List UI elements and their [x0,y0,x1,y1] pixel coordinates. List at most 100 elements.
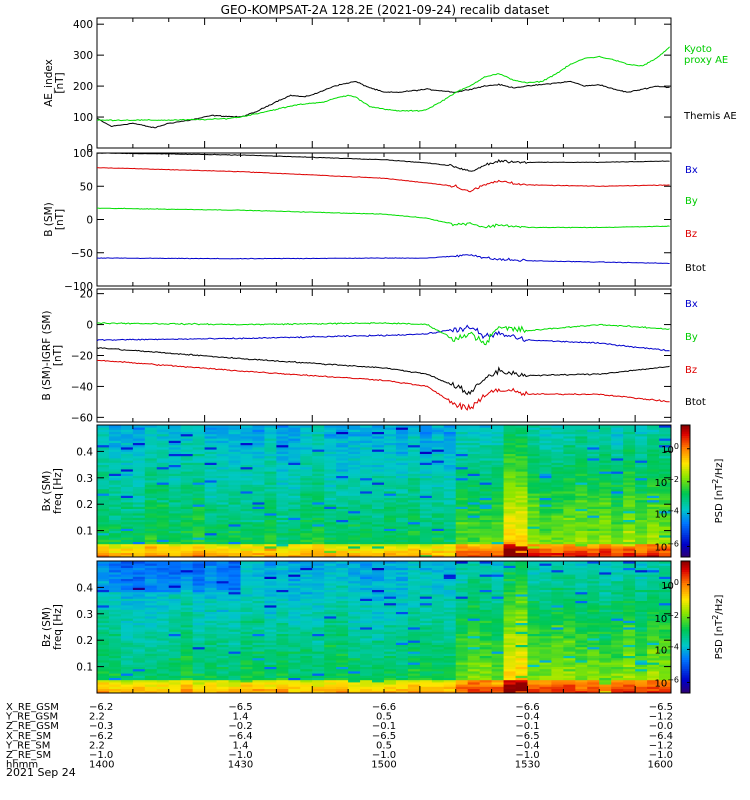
spectrogram-cell [575,508,588,512]
spectrogram-cell [384,651,397,654]
spectrogram-cell [324,488,337,492]
spectrogram-cell [180,585,194,588]
spectrogram-cell [252,486,265,490]
spectrogram-cell [635,526,648,529]
spectrogram-cell [180,673,194,676]
spectrogram-cell [336,458,349,461]
spectrogram-cell [407,515,421,518]
spectrogram-cell [204,506,217,509]
spectrogram-cell [180,620,194,623]
spectrogram-cell [575,488,588,492]
spectrogram-cell [551,510,564,514]
spectrogram-cell [443,510,457,514]
spectrogram-cell [252,578,265,582]
spectrogram-cell [360,546,373,549]
spectrogram-cell [288,510,301,514]
spectrogram-cell [395,425,409,428]
spectrogram-cell [180,433,194,437]
spectrogram-cell [132,613,146,617]
spectrogram-cell [276,502,289,505]
spectrogram-cell [587,517,600,520]
spectrogram-cell [168,517,182,520]
spectrogram-cell [156,513,170,516]
spectrogram-cell [336,591,349,595]
spectrogram-cell [623,438,636,441]
spectrogram-cell [384,653,397,656]
spectrogram-cell [647,477,660,481]
spectrogram-cell [204,622,217,626]
spectrogram-cell [324,475,337,479]
spectrogram-cell [503,543,516,547]
spectrogram-cell [611,486,624,490]
spectrogram-cell [587,504,600,507]
spectrogram-cell [192,572,206,575]
spectrogram-cell [551,515,564,518]
spectrogram-cell [635,458,648,461]
spectrogram-cell [204,662,217,665]
spectrogram-cell [108,627,122,630]
spectrogram-cell [395,433,409,437]
spectrogram-cell [443,624,457,628]
spectrogram-cell [312,635,325,639]
spectrogram-cell [587,433,600,437]
spectrogram-cell [443,513,457,516]
spectrogram-cell [467,493,481,496]
spectrogram-cell [611,499,624,503]
spectrogram-cell [192,440,206,443]
spectrogram-cell [384,589,397,593]
spectrogram-cell [360,462,373,465]
spectrogram-cell [407,458,421,461]
spectrogram-cell [348,506,361,509]
spectrogram-cell [168,624,182,628]
spectrogram-cell [659,550,672,553]
spectrogram-cell [384,477,397,481]
spectrogram-cell [395,684,409,687]
spectrogram-cell [407,460,421,463]
colorbar-cell [681,433,690,437]
spectrogram-cell [384,642,397,645]
colorbar-cell [681,552,690,556]
spectrogram-cell [455,429,469,432]
spectrogram-cell [384,495,397,498]
spectrogram-cell [455,488,469,492]
spectrogram-cell [336,627,349,630]
spectrogram-cell [312,548,325,551]
spectrogram-cell [407,451,421,454]
spectrogram-cell [168,552,182,556]
y-tick-label: 0 [86,320,93,332]
spectrogram-cell [228,662,241,665]
spectrogram-cell [132,627,146,630]
spectrogram-cell [348,486,361,490]
spectrogram-cell [192,657,206,661]
spectrogram-cell [168,605,182,608]
spectrogram-cell [108,550,122,553]
spectrogram-cell [264,504,277,507]
spectrogram-cell [563,455,576,459]
spectrogram-cell [312,655,325,659]
spectrogram-cell [132,425,146,428]
spectrogram-cell [288,429,301,432]
spectrogram-cell [491,451,504,454]
plot-frame [96,17,672,149]
spectrogram-cell [551,502,564,505]
spectrogram-cell [192,673,206,676]
series-line-btot [96,347,670,396]
spectrogram-cell [132,532,146,536]
spectrogram-cell [348,609,361,612]
spectrogram-cell [228,425,241,428]
spectrogram-cell [479,537,493,540]
spectrogram-cell [180,596,194,599]
spectrogram-cell [551,543,564,547]
spectrogram-cell [204,649,217,652]
spectrogram-cell [563,491,576,494]
spectrogram-cell [168,684,182,687]
spectrogram-cell [192,453,206,457]
spectrogram-cell [455,513,469,516]
spectrogram-cell [228,572,241,575]
spectrogram-cell [132,438,146,441]
spectrogram-cell [443,594,457,597]
spectrogram-cell [407,475,421,479]
spectrogram-cell [108,690,122,694]
spectrogram-cell [563,528,576,531]
spectrogram-cell [120,594,134,597]
